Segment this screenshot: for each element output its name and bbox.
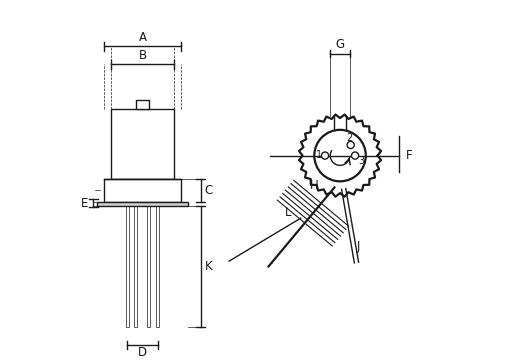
Text: D: D [138,346,147,359]
Circle shape [352,152,358,159]
Text: G: G [335,38,345,51]
Bar [104,179,181,202]
Circle shape [322,152,329,159]
Text: B: B [138,49,146,62]
Text: F: F [406,149,413,162]
Bar [136,100,148,109]
Text: E: E [80,197,88,210]
Text: 1: 1 [315,149,322,159]
Circle shape [347,141,354,149]
Text: J: J [356,240,359,253]
Text: C: C [205,184,213,197]
Bar [111,109,174,179]
Text: H: H [310,179,319,192]
Bar [147,206,151,327]
Text: A: A [138,31,146,44]
Text: 2: 2 [346,133,352,143]
Bar [134,206,137,327]
Text: K: K [205,260,212,273]
Text: L: L [285,206,291,219]
Bar [156,206,159,327]
Bar [125,206,129,327]
Bar [97,202,188,206]
Text: 3: 3 [358,156,365,166]
